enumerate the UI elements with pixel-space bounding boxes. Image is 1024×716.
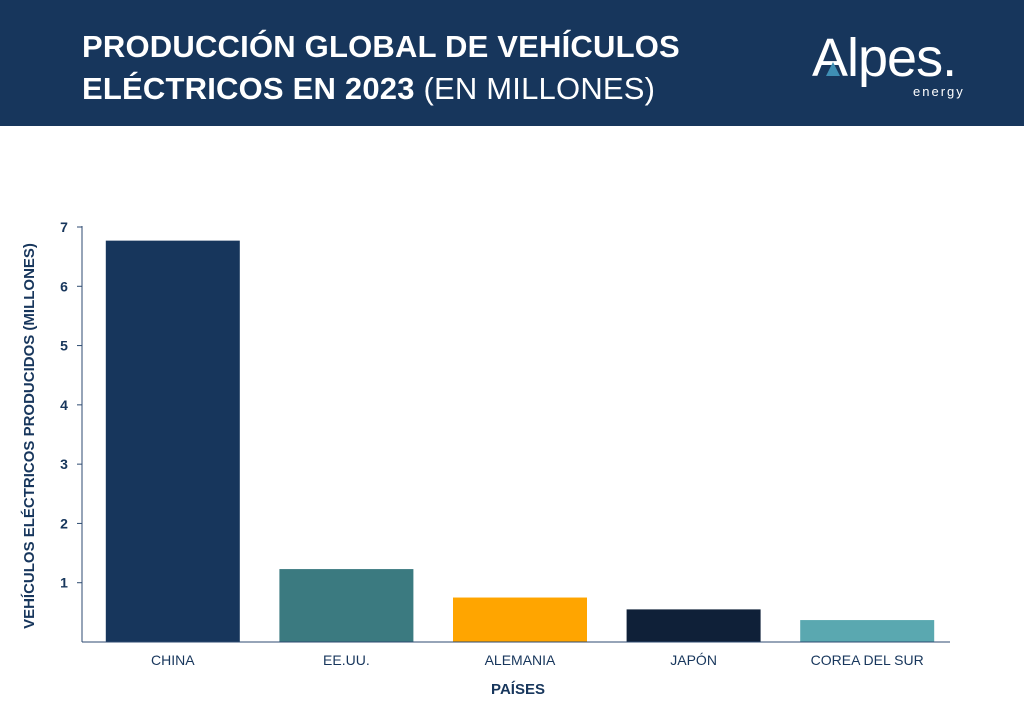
bar-chart: 1 2 3 4 5 6 7 CHINA EE.UU. ALEMANIA JAPÓN COREA DE… [21, 219, 950, 698]
x-tick-label: ALEMANIA [485, 652, 556, 668]
x-tick-label: JAPÓN [670, 652, 717, 668]
title-line-2: ELÉCTRICOS EN 2023 (EN MILLONES) [82, 68, 680, 110]
x-tick-label: CHINA [151, 652, 195, 668]
logo-triangle-icon [826, 62, 840, 76]
y-tick-label: 1 [60, 575, 68, 591]
x-axis-title: PAÍSES [491, 681, 545, 698]
y-tick-label: 7 [60, 219, 68, 235]
y-tick-label: 5 [60, 338, 68, 354]
page-title: PRODUCCIÓN GLOBAL DE VEHÍCULOS ELÉCTRICO… [82, 26, 680, 110]
bars [105, 240, 935, 642]
bar-alemania [453, 597, 587, 642]
x-axis-labels: CHINA EE.UU. ALEMANIA JAPÓN COREA DEL SUR [151, 652, 924, 668]
alpes-logo: Alpes. energy [812, 28, 992, 100]
title-line-1: PRODUCCIÓN GLOBAL DE VEHÍCULOS [82, 29, 680, 64]
header-banner: PRODUCCIÓN GLOBAL DE VEHÍCULOS ELÉCTRICO… [0, 0, 1024, 126]
logo-subtitle: energy [913, 84, 965, 99]
bar-corea-del-sur [800, 620, 935, 642]
bar-jap-n [626, 609, 761, 642]
y-tick-label: 2 [60, 515, 68, 531]
title-line-2-bold: ELÉCTRICOS EN 2023 [82, 71, 415, 106]
y-axis-ticks: 1 2 3 4 5 6 7 [60, 219, 82, 591]
y-axis-title: VEHÍCULOS ELÉCTRICOS PRODUCIDOS (MILLONE… [21, 243, 38, 629]
bar-china [105, 240, 240, 642]
x-tick-label: COREA DEL SUR [811, 652, 924, 668]
y-tick-label: 3 [60, 456, 68, 472]
x-tick-label: EE.UU. [323, 652, 370, 668]
logo-wordmark: Alpes. [812, 28, 957, 88]
y-tick-label: 4 [60, 397, 68, 413]
bar-ee-uu- [279, 569, 414, 642]
title-line-2-light: (EN MILLONES) [423, 71, 656, 106]
y-tick-label: 6 [60, 278, 68, 294]
